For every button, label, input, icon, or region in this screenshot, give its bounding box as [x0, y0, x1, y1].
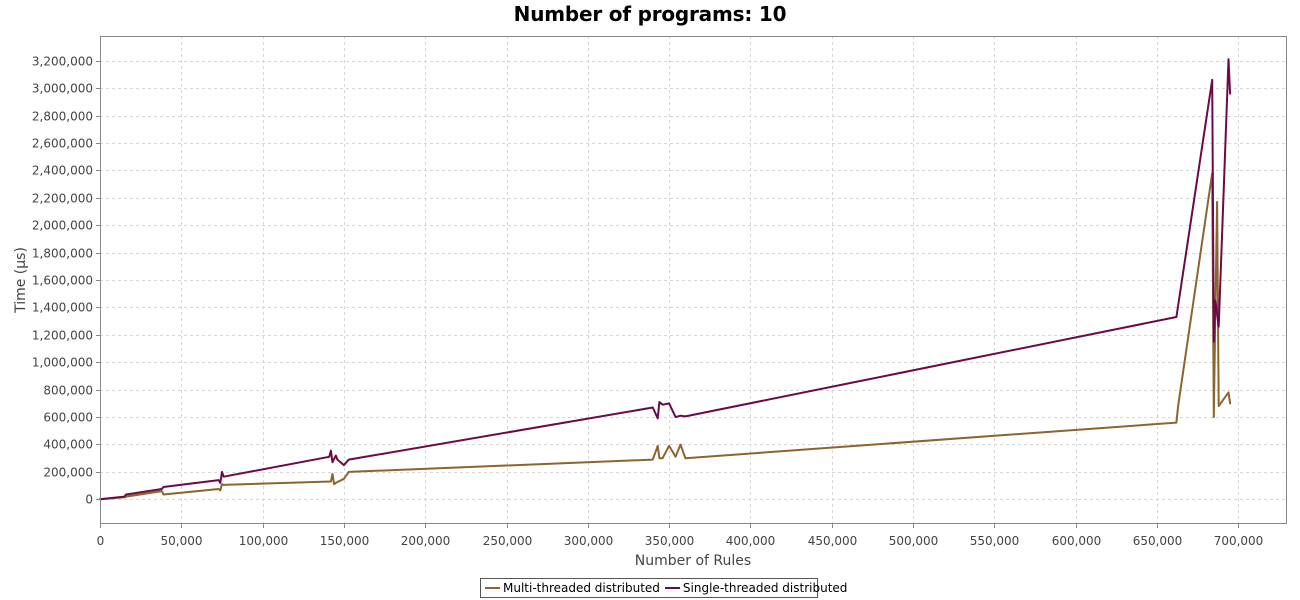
x-tick-label: 500,000: [889, 534, 939, 548]
y-axis-label: Time (µs): [13, 247, 29, 314]
y-tick-label: 3,200,000: [32, 55, 93, 69]
x-tick-label: 400,000: [726, 534, 776, 548]
x-tick-label: 100,000: [239, 534, 289, 548]
y-tick-label: 3,000,000: [32, 82, 93, 96]
y-tick-label: 1,200,000: [32, 329, 93, 343]
y-tick-label: 1,000,000: [32, 356, 93, 370]
y-tick-label: 200,000: [43, 466, 93, 480]
legend-swatch-multi-threaded: [485, 587, 500, 589]
legend-label-multi-threaded: Multi-threaded distributed: [503, 581, 660, 595]
legend-swatch-single-threaded: [664, 587, 680, 589]
x-tick-label: 150,000: [320, 534, 370, 548]
x-tick-label: 550,000: [970, 534, 1020, 548]
y-tick-label: 800,000: [43, 384, 93, 398]
x-tick-label: 250,000: [483, 534, 533, 548]
legend-item-multi-threaded: Multi-threaded distributed: [485, 581, 660, 595]
y-tick-label: 2,000,000: [32, 219, 93, 233]
x-tick-label: 350,000: [645, 534, 695, 548]
series-lines: [99, 58, 1232, 501]
y-tick-label: 2,800,000: [32, 110, 93, 124]
legend: Multi-threaded distributed Single-thread…: [480, 578, 847, 598]
x-tick-label: 450,000: [808, 534, 858, 548]
series-line-single-threaded: [99, 58, 1232, 501]
x-tick-label: 600,000: [1052, 534, 1102, 548]
legend-item-single-threaded: Single-threaded distributed: [664, 581, 848, 595]
legend-label-single-threaded: Single-threaded distributed: [682, 581, 848, 595]
y-tick-label: 2,200,000: [32, 192, 93, 206]
y-tick-label: 1,400,000: [32, 301, 93, 315]
y-tick-label: 2,600,000: [32, 137, 93, 151]
y-axis-ticks: 0 200,000 400,000 600,000 800,000 1,000,000 1,…: [32, 55, 100, 507]
x-tick-label: 700,000: [1214, 534, 1264, 548]
x-axis-label: Number of Rules: [635, 553, 751, 569]
plot-border: [100, 36, 1287, 524]
y-tick-label: 0: [85, 493, 93, 507]
x-tick-label: 0: [97, 534, 105, 548]
x-tick-label: 650,000: [1133, 534, 1183, 548]
y-tick-label: 400,000: [43, 438, 93, 452]
series-line-multi-threaded: [99, 172, 1232, 501]
x-tick-label: 50,000: [161, 534, 203, 548]
x-tick-label: 300,000: [564, 534, 614, 548]
chart-title: Number of programs: 10: [513, 2, 787, 26]
y-tick-label: 1,600,000: [32, 274, 93, 288]
x-axis-ticks: 0 50,000 100,000 150,000 200,000 250,000 300,0…: [97, 524, 1264, 548]
y-tick-label: 600,000: [43, 411, 93, 425]
y-tick-label: 1,800,000: [32, 247, 93, 261]
x-tick-label: 200,000: [401, 534, 451, 548]
plot-background: [100, 36, 1287, 524]
y-tick-label: 2,400,000: [32, 164, 93, 178]
